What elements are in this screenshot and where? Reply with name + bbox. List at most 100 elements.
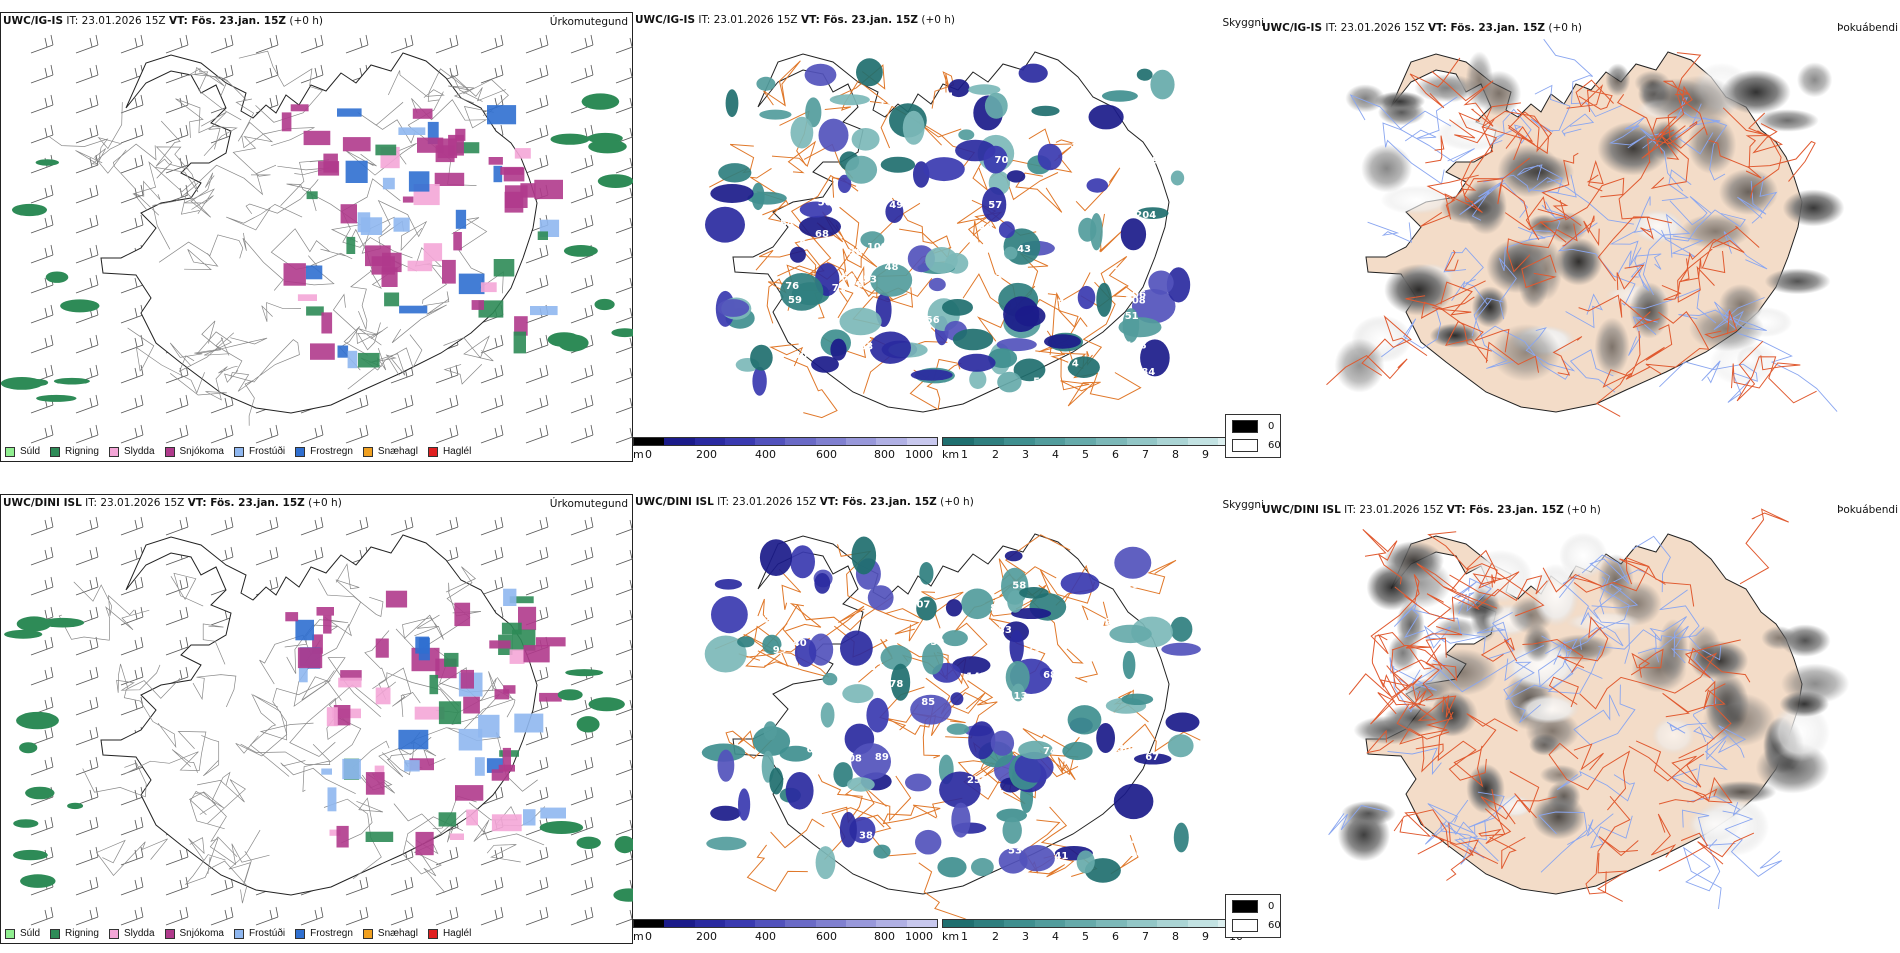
legend-label: Haglél: [442, 928, 472, 939]
colorbar-tick: 4: [1052, 448, 1059, 461]
legend-swatch: [295, 928, 306, 939]
fog-legend-item: 60: [1232, 919, 1281, 932]
precip-areas-top: [1, 93, 634, 402]
legend-swatch: [164, 446, 175, 457]
legend-item: Frostregn: [295, 446, 353, 457]
visibility-colorbar-km-bottom: km 1 2 3 4 5 6 7 8 9 10: [942, 919, 1250, 953]
colorbar-tick: 4: [1052, 930, 1059, 943]
visibility-value-label: 68: [815, 229, 829, 240]
colorbar-tick: 3: [1022, 448, 1029, 461]
colorbar-tick: 200: [696, 448, 717, 461]
visibility-value-label: 49: [889, 200, 903, 211]
visibility-value-label: 69: [1145, 156, 1159, 167]
visibility-value-label: 84: [1141, 367, 1155, 378]
legend-item: Rigning: [50, 928, 99, 939]
visibility-value-label: 41: [1054, 851, 1068, 862]
visibility-colorbar-m-top: m 0 200 400 600 800 1000: [633, 437, 938, 471]
visibility-value-label: 80: [799, 239, 813, 250]
visibility-value-label: 53: [803, 722, 817, 733]
visibility-value-label: 67: [1100, 644, 1114, 655]
panel-title-vis-bottom: UWC/DINI ISL IT: 23.01.2026 15Z VT: Fös.…: [635, 496, 974, 508]
legend-swatch: [362, 446, 373, 457]
init-time: IT: 23.01.2026 15Z: [85, 497, 185, 509]
legend-label: Slydda: [123, 446, 155, 457]
valid-time: VT: Fös. 23.jan. 15Z: [1446, 504, 1564, 516]
visibility-value-label: 43: [1017, 244, 1031, 255]
colorbar-tick: 2: [992, 930, 999, 943]
legend-swatch: [50, 446, 61, 457]
visibility-value-label: 308: [1125, 296, 1146, 307]
visibility-areas-bottom: [701, 536, 1201, 883]
visibility-value-label: 204: [1135, 210, 1156, 221]
visibility-value-label: 99: [773, 645, 787, 656]
fog-legend-item: 0: [1232, 900, 1274, 913]
visibility-value-label: 50: [756, 321, 770, 332]
legend-item: Slydda: [108, 446, 155, 457]
colorbar-tick: 0: [645, 930, 652, 943]
visibility-colorbar-km-top: km 1 2 3 4 5 6 7 8 9 10: [942, 437, 1250, 471]
visibility-value-label: 106: [1129, 848, 1150, 859]
precip-map-top: [1, 34, 634, 444]
visibility-value-label: 108: [841, 754, 862, 765]
fog-legend-bottom: 0 60: [1225, 894, 1281, 938]
visibility-value-label: 158: [1126, 340, 1147, 351]
visibility-value-label: 56: [926, 315, 940, 326]
legend-label: Rigning: [65, 928, 99, 939]
visibility-areas-top: [705, 58, 1191, 396]
visibility-value-label: 67: [1145, 752, 1159, 763]
colorbar-tick: 6: [1112, 448, 1119, 461]
visibility-value-label: 78: [889, 679, 903, 690]
visibility-map-top: 68 54 51 56 13 57 59 71 70 73 69 79 80 73 84 58 13 204 106…: [705, 51, 1191, 419]
legend-swatch: [5, 446, 15, 457]
visibility-value-label: 40: [979, 222, 993, 233]
visibility-value-label: 38: [1070, 139, 1084, 150]
legend-label: Frostregn: [310, 928, 353, 939]
panel-title-fog-top: UWC/IG-IS IT: 23.01.2026 15Z VT: Fös. 23…: [1262, 22, 1582, 34]
colorbar-tick: 9: [1202, 930, 1209, 943]
legend-label: Snjókoma: [179, 446, 224, 457]
visibility-value-label: 48: [1132, 836, 1146, 847]
model-name: UWC/DINI ISL: [635, 496, 714, 508]
legend-swatch: [50, 928, 61, 939]
legend-label: Frostúði: [248, 928, 286, 939]
visibility-value-label: 54: [780, 219, 794, 230]
legend-item: Snjókoma: [164, 928, 224, 939]
visibility-value-label: 73: [988, 272, 1002, 283]
fog-swatch: [1232, 919, 1258, 932]
legend-item: Snæhagl: [362, 928, 418, 939]
iceland-outline-vis-bottom: [732, 533, 1170, 895]
visibility-value-label: 207: [897, 313, 918, 324]
colorbar-m: [633, 919, 938, 928]
visibility-value-label: 85: [921, 697, 935, 708]
valid-time: VT: Fös. 23.jan. 15Z: [187, 497, 305, 509]
legend-item: Snæhagl: [362, 446, 418, 457]
colorbar-tick: 1000: [905, 448, 933, 461]
fog-panel-bottom: 0 60 UWC/DINI ISL IT: 23.01.2026 15Z VT:…: [1225, 494, 1900, 944]
visibility-value-label: 76: [1140, 122, 1154, 133]
fog-label: Þokuábendi: [1837, 22, 1898, 34]
colorbar-tick: 7: [1142, 448, 1149, 461]
valid-time: VT: Fös. 23.jan. 15Z: [819, 496, 937, 508]
legend-swatch: [295, 446, 306, 457]
legend-label: Frostregn: [310, 446, 353, 457]
legend-swatch: [362, 928, 373, 939]
visibility-value-label: 40: [934, 816, 948, 827]
iceland-outline-bottom: [100, 534, 538, 896]
fog-map-top: [1326, 38, 1845, 417]
visibility-value-label: 36: [849, 247, 863, 258]
legend-item: Haglél: [427, 928, 472, 939]
legend-item: Rigning: [50, 446, 99, 457]
colorbar-tick: 1: [961, 930, 968, 943]
lead-time: (+0 h): [1548, 22, 1583, 34]
precip-type-label: Úrkomutegund: [549, 16, 628, 28]
visibility-value-label: 79: [1125, 580, 1139, 591]
precip-areas-bottom: [4, 588, 634, 902]
visibility-label: Skyggni: [1222, 17, 1265, 29]
model-name: UWC/IG-IS: [635, 14, 696, 26]
legend-label: Slydda: [123, 928, 155, 939]
colorbar-unit: m: [633, 930, 644, 943]
legend-item: Snjókoma: [164, 446, 224, 457]
visibility-value-label: 58: [1012, 580, 1026, 591]
legend-swatch: [233, 928, 244, 939]
valid-time: VT: Fös. 23.jan. 15Z: [1427, 22, 1546, 34]
